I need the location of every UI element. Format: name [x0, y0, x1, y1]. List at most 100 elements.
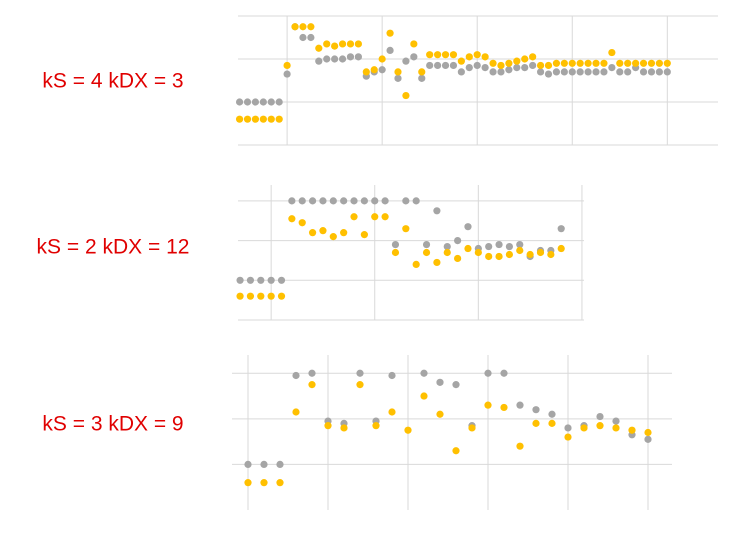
data-point [315, 57, 323, 65]
data-point [532, 419, 540, 427]
data-point [584, 68, 592, 76]
data-point [584, 59, 592, 67]
data-point [324, 422, 332, 430]
data-point [552, 59, 561, 67]
data-point [436, 410, 444, 418]
data-point [386, 29, 394, 37]
data-point [521, 55, 529, 63]
data-point [275, 115, 283, 123]
data-point [596, 412, 604, 421]
data-point [340, 229, 348, 237]
data-point [452, 381, 460, 389]
data-point [243, 98, 252, 106]
data-point [346, 40, 355, 48]
data-point [473, 61, 481, 70]
data-point [299, 23, 307, 31]
data-point [267, 292, 275, 300]
data-point [465, 64, 473, 72]
data-point [663, 59, 671, 67]
data-point [340, 197, 348, 205]
data-point [544, 70, 553, 78]
data-point [257, 292, 265, 300]
data-point [441, 61, 450, 70]
data-point [485, 252, 493, 261]
data-point [608, 64, 616, 72]
data-point [378, 55, 386, 63]
data-point [235, 115, 244, 123]
data-point [244, 460, 252, 469]
data-point [457, 57, 465, 65]
data-point [449, 61, 458, 70]
data-point [529, 61, 537, 70]
data-point [260, 479, 268, 487]
data-point [402, 197, 410, 205]
data-point [260, 460, 268, 469]
data-point [402, 57, 410, 65]
data-point [394, 68, 402, 76]
data-point [418, 68, 426, 76]
data-point [454, 254, 462, 263]
data-point [616, 59, 624, 67]
data-point [536, 248, 545, 257]
data-point [291, 23, 299, 31]
panel-title: kS = 3 kDX = 9 [42, 413, 183, 436]
data-point [624, 59, 632, 67]
data-point [516, 246, 524, 255]
data-point [516, 442, 524, 450]
data-point [276, 460, 284, 469]
data-point [329, 197, 337, 205]
data-point [592, 59, 600, 67]
data-point [505, 242, 514, 251]
data-point [267, 115, 275, 123]
data-point [422, 240, 431, 249]
data-point [251, 115, 260, 123]
data-point [315, 44, 323, 52]
data-point [655, 68, 663, 76]
data-point [319, 227, 327, 235]
data-point [639, 68, 648, 76]
data-point [576, 68, 584, 76]
data-point [283, 61, 291, 70]
data-point [381, 197, 389, 205]
data-point [426, 61, 434, 70]
data-point [360, 231, 368, 239]
data-point [292, 371, 300, 380]
data-point [371, 213, 379, 221]
panel-title: kS = 4 kDX = 3 [42, 70, 183, 93]
data-point [404, 426, 412, 434]
data-point [568, 68, 576, 76]
data-point [338, 40, 347, 48]
data-point [497, 68, 505, 76]
data-point [354, 53, 362, 61]
data-point [426, 51, 434, 59]
data-point [624, 68, 632, 76]
data-point [600, 59, 608, 67]
data-point [259, 115, 267, 123]
data-point [644, 428, 652, 437]
data-point [592, 68, 600, 76]
data-point [371, 197, 379, 205]
data-point [360, 197, 368, 205]
data-point [308, 381, 316, 389]
data-point [560, 68, 568, 76]
data-point [307, 33, 315, 42]
data-point [500, 403, 508, 412]
data-point [235, 98, 244, 106]
data-point [464, 244, 472, 253]
data-point [402, 91, 410, 100]
data-point [596, 422, 604, 430]
data-point [370, 66, 378, 74]
data-point [612, 424, 620, 432]
data-point [560, 59, 568, 67]
data-point [639, 59, 648, 67]
data-point [526, 250, 534, 259]
data-point [600, 68, 608, 76]
data-point [529, 53, 537, 61]
data-point [500, 369, 508, 377]
data-point [329, 233, 337, 241]
data-point [513, 57, 521, 65]
panel: kS = 4 kDX = 3 [42, 15, 718, 146]
data-point [536, 68, 545, 76]
data-point [319, 197, 327, 205]
